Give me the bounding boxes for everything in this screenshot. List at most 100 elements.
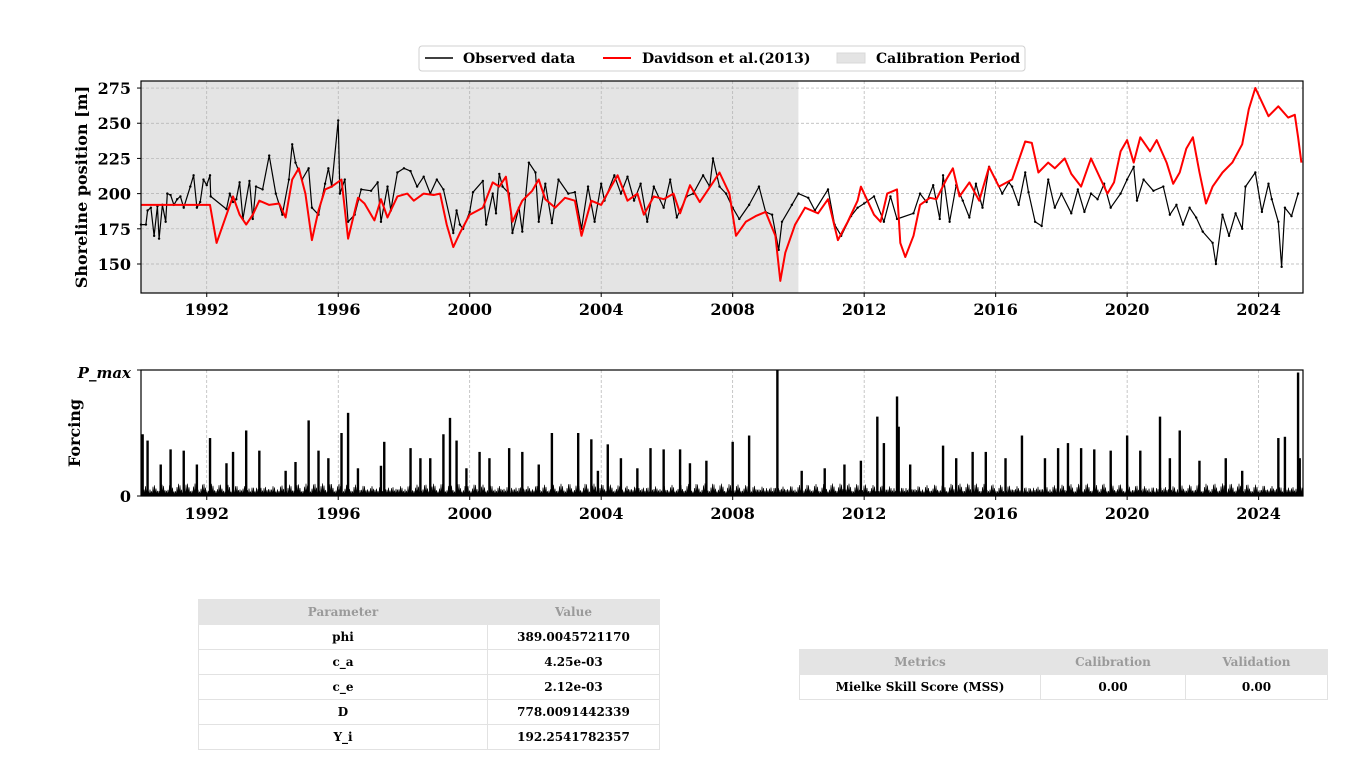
observed-point <box>396 171 399 174</box>
metric-validation: 0.00 <box>1185 674 1328 700</box>
observed-point <box>484 223 488 226</box>
observed-point <box>1119 192 1122 195</box>
observed-point <box>619 192 623 195</box>
table-row: Y_i 192.2541782357 <box>198 724 660 750</box>
param-name: D <box>198 699 488 725</box>
forcing-peak-bar <box>442 434 445 496</box>
x-tick-label: 1992 <box>184 504 229 523</box>
observed-point <box>938 217 941 221</box>
observed-point <box>182 206 185 209</box>
forcing-peak-bar <box>340 433 343 496</box>
observed-point <box>294 161 297 164</box>
observed-point <box>208 174 212 177</box>
observed-point <box>1234 212 1237 215</box>
observed-point <box>1290 214 1293 218</box>
observed-point <box>225 207 228 211</box>
x-tick-label: 2016 <box>973 504 1018 523</box>
param-name: Y_i <box>198 724 488 750</box>
forcing-peak-bar <box>1298 458 1301 496</box>
forcing-peak-bar <box>1178 430 1181 496</box>
forcing-peak-bar <box>596 470 600 496</box>
forcing-peak-bar <box>141 434 144 496</box>
param-value: 2.12e-03 <box>487 674 660 700</box>
forcing-peak-bar <box>1004 458 1007 496</box>
observed-point <box>974 182 978 185</box>
table-header-row: Metrics Calibration Validation <box>799 649 1328 675</box>
forcing-peak-bar <box>908 464 912 496</box>
header-value: Value <box>487 599 660 625</box>
metric-name: Mielke Skill Score (MSS) <box>799 674 1041 700</box>
forcing-peak-bar <box>1277 438 1280 496</box>
observed-point <box>961 199 964 202</box>
param-name: c_a <box>198 649 488 675</box>
forcing-peak-bar <box>636 468 639 496</box>
observed-point <box>738 217 741 221</box>
forcing-peak-bar <box>1158 416 1162 496</box>
observed-point <box>1221 213 1224 216</box>
x-tick-label: 2008 <box>710 504 755 523</box>
observed-point <box>494 212 498 215</box>
forcing-y-tick-top: P_max <box>77 364 132 382</box>
observed-point <box>1296 192 1300 195</box>
observed-point <box>613 174 616 177</box>
forcing-peak-bar <box>1056 448 1060 496</box>
observed-point <box>544 182 547 185</box>
observed-point <box>1260 210 1264 214</box>
x-tick-label: 1996 <box>316 504 361 523</box>
forcing-peak-bar <box>225 463 228 496</box>
forcing-peak-bar <box>823 468 826 496</box>
observed-point <box>669 178 672 181</box>
observed-point <box>1152 189 1155 193</box>
observed-point <box>251 217 254 221</box>
observed-point <box>701 174 705 177</box>
observed-point <box>599 182 603 185</box>
forcing-peak-bar <box>678 449 682 496</box>
forcing-peak-bar <box>1093 449 1096 496</box>
forcing-peak-bar <box>619 458 623 496</box>
param-value: 389.0045721170 <box>487 624 660 650</box>
x-tick-label: 2004 <box>579 300 624 319</box>
observed-point <box>889 195 892 198</box>
forcing-peak-bar <box>356 468 360 496</box>
observed-point <box>807 196 810 200</box>
forcing-peak-bar <box>576 433 580 496</box>
observed-point <box>164 220 167 223</box>
forcing-peak-bar <box>307 420 310 496</box>
observed-point <box>662 206 665 209</box>
observed-point <box>1024 171 1027 174</box>
forcing-peak-bar <box>747 435 751 496</box>
observed-point <box>422 175 425 178</box>
observed-point <box>780 220 784 223</box>
observed-point <box>895 217 899 221</box>
forcing-peak-bar <box>327 458 330 496</box>
forcing-axes: 1992 1996 2000 2004 2008 2012 2016 2020 2024 <box>137 369 1304 523</box>
forcing-peak-bar <box>1125 435 1129 496</box>
observed-point <box>261 188 264 191</box>
forcing-peak-bar <box>776 370 779 496</box>
forcing-peak-bar <box>146 440 149 496</box>
observed-point <box>968 216 971 219</box>
observed-point <box>1070 212 1073 215</box>
y-tick-label: 150 <box>98 255 131 274</box>
forcing-peak-bar <box>294 461 297 496</box>
forcing-peak-bar <box>182 450 185 496</box>
observed-point <box>711 157 715 160</box>
metric-calibration: 0.00 <box>1040 674 1186 700</box>
observed-point <box>797 192 800 195</box>
x-tick-label: 2024 <box>1236 300 1281 319</box>
observed-point <box>931 183 935 187</box>
observed-point <box>1162 185 1165 188</box>
observed-point <box>1135 199 1139 202</box>
observed-point <box>209 195 212 198</box>
forcing-peak-bar <box>488 458 491 496</box>
forcing-peak-bar <box>1240 470 1244 496</box>
observed-point <box>948 220 951 223</box>
param-value: 4.25e-03 <box>487 649 660 675</box>
observed-point <box>455 209 458 212</box>
observed-point <box>777 248 780 252</box>
x-tick-label: 2000 <box>447 504 492 523</box>
forcing-peak-bar <box>1224 458 1227 496</box>
observed-point <box>198 200 202 204</box>
observed-point <box>1280 265 1283 269</box>
observed-point <box>1194 216 1198 219</box>
